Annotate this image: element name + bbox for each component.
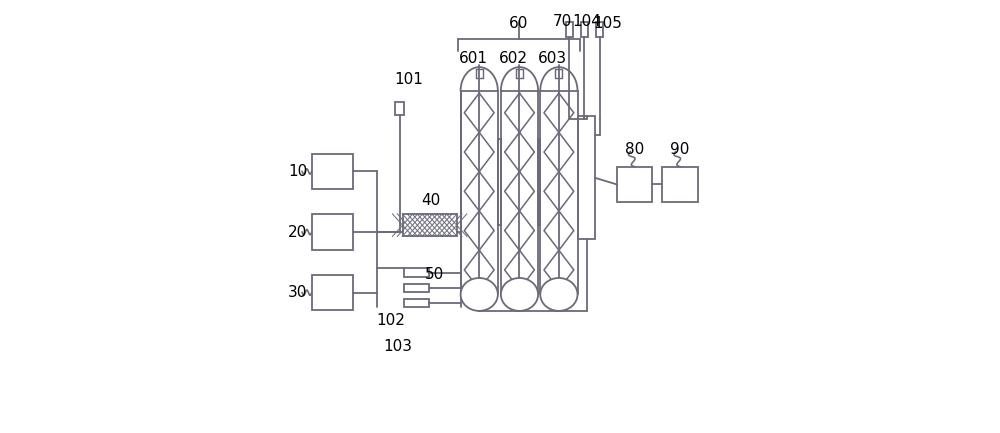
Text: 80: 80 [625, 142, 644, 157]
Ellipse shape [461, 278, 498, 311]
Ellipse shape [540, 278, 578, 311]
Bar [596, 22, 603, 37]
Text: 60: 60 [509, 16, 529, 31]
Bar [516, 69, 523, 78]
Text: 602: 602 [499, 51, 528, 66]
Bar [662, 167, 698, 202]
Bar [312, 214, 353, 250]
Text: 603: 603 [538, 51, 567, 66]
Text: 30: 30 [288, 285, 307, 300]
Text: 40: 40 [421, 193, 440, 207]
Bar [476, 69, 483, 78]
Text: 70: 70 [553, 14, 572, 29]
Text: 102: 102 [376, 313, 405, 328]
Bar [566, 22, 573, 37]
Bar [581, 22, 588, 37]
Text: 90: 90 [670, 142, 690, 157]
Text: 105: 105 [593, 16, 622, 31]
Bar [578, 116, 595, 239]
Bar [404, 268, 429, 277]
Bar [312, 275, 353, 310]
Ellipse shape [501, 278, 538, 311]
Bar [312, 154, 353, 189]
Text: 20: 20 [288, 225, 307, 239]
Bar [404, 299, 429, 307]
Text: 50: 50 [425, 267, 444, 281]
Text: 601: 601 [459, 51, 488, 66]
Text: 10: 10 [288, 164, 307, 179]
Bar [403, 214, 457, 236]
Text: 104: 104 [572, 14, 601, 29]
Text: 103: 103 [384, 339, 413, 354]
Bar [555, 69, 562, 78]
Bar [617, 167, 652, 202]
Bar [395, 102, 404, 115]
Text: 101: 101 [395, 72, 424, 87]
Bar [404, 284, 429, 292]
